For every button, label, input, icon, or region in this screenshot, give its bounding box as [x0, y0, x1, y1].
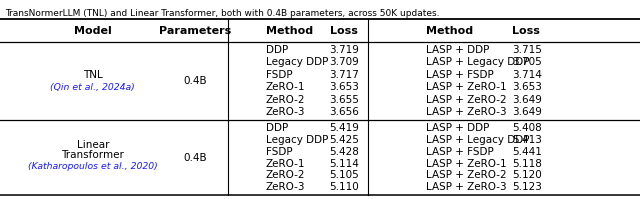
Text: 3.653: 3.653: [512, 82, 542, 92]
Text: LASP + DDP: LASP + DDP: [426, 45, 489, 55]
Text: DDP: DDP: [266, 123, 288, 133]
Text: ZeRO-1: ZeRO-1: [266, 82, 305, 92]
Text: ZeRO-3: ZeRO-3: [266, 182, 305, 192]
Text: LASP + DDP: LASP + DDP: [426, 123, 489, 133]
Text: Legacy DDP: Legacy DDP: [266, 58, 328, 67]
Text: 5.105: 5.105: [330, 170, 359, 180]
Text: TransNormerLLM (TNL) and Linear Transformer, both with 0.4B parameters, across 5: TransNormerLLM (TNL) and Linear Transfor…: [5, 9, 440, 18]
Text: ZeRO-2: ZeRO-2: [266, 170, 305, 180]
Text: LASP + Legacy DDP: LASP + Legacy DDP: [426, 58, 529, 67]
Text: FSDP: FSDP: [266, 147, 292, 157]
Text: 3.714: 3.714: [512, 70, 542, 80]
Text: 5.413: 5.413: [512, 135, 542, 145]
Text: 5.419: 5.419: [330, 123, 360, 133]
Text: 3.653: 3.653: [330, 82, 360, 92]
Text: LASP + FSDP: LASP + FSDP: [426, 70, 493, 80]
Text: ZeRO-3: ZeRO-3: [266, 107, 305, 117]
Text: 0.4B: 0.4B: [184, 76, 207, 86]
Text: 0.4B: 0.4B: [184, 153, 207, 163]
Text: ZeRO-1: ZeRO-1: [266, 159, 305, 169]
Text: DDP: DDP: [266, 45, 288, 55]
Text: 3.656: 3.656: [330, 107, 360, 117]
Text: LASP + Legacy DDP: LASP + Legacy DDP: [426, 135, 529, 145]
Text: Method: Method: [426, 26, 473, 36]
Text: LASP + FSDP: LASP + FSDP: [426, 147, 493, 157]
Text: LASP + ZeRO-1: LASP + ZeRO-1: [426, 159, 506, 169]
Text: LASP + ZeRO-2: LASP + ZeRO-2: [426, 170, 506, 180]
Text: 5.118: 5.118: [512, 159, 542, 169]
Text: 3.717: 3.717: [330, 70, 360, 80]
Text: Transformer: Transformer: [61, 150, 124, 160]
Text: 3.719: 3.719: [330, 45, 360, 55]
Text: 5.425: 5.425: [330, 135, 360, 145]
Text: 3.705: 3.705: [512, 58, 541, 67]
Text: 5.123: 5.123: [512, 182, 542, 192]
Text: 3.709: 3.709: [330, 58, 359, 67]
Text: ZeRO-2: ZeRO-2: [266, 95, 305, 105]
Text: Loss: Loss: [512, 26, 540, 36]
Text: LASP + ZeRO-2: LASP + ZeRO-2: [426, 95, 506, 105]
Text: 5.408: 5.408: [512, 123, 541, 133]
Text: Linear: Linear: [77, 140, 109, 150]
Text: 5.110: 5.110: [330, 182, 359, 192]
Text: FSDP: FSDP: [266, 70, 292, 80]
Text: Loss: Loss: [330, 26, 358, 36]
Text: 3.649: 3.649: [512, 107, 542, 117]
Text: Parameters: Parameters: [159, 26, 231, 36]
Text: 5.441: 5.441: [512, 147, 542, 157]
Text: LASP + ZeRO-1: LASP + ZeRO-1: [426, 82, 506, 92]
Text: (Qin et al., 2024a): (Qin et al., 2024a): [51, 83, 135, 92]
Text: 3.649: 3.649: [512, 95, 542, 105]
Text: LASP + ZeRO-3: LASP + ZeRO-3: [426, 107, 506, 117]
Text: Legacy DDP: Legacy DDP: [266, 135, 328, 145]
Text: Model: Model: [74, 26, 111, 36]
Text: (Katharopoulos et al., 2020): (Katharopoulos et al., 2020): [28, 162, 157, 171]
Text: 3.655: 3.655: [330, 95, 360, 105]
Text: TNL: TNL: [83, 70, 102, 80]
Text: Method: Method: [266, 26, 313, 36]
Text: 5.428: 5.428: [330, 147, 360, 157]
Text: 5.120: 5.120: [512, 170, 541, 180]
Text: 5.114: 5.114: [330, 159, 360, 169]
Text: LASP + ZeRO-3: LASP + ZeRO-3: [426, 182, 506, 192]
Text: 3.715: 3.715: [512, 45, 542, 55]
